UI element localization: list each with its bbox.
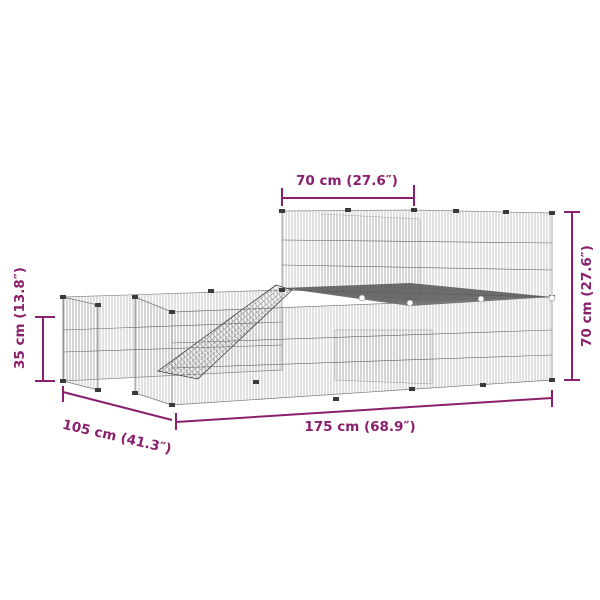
- depth-label: 105 cm (41.3″): [61, 417, 173, 458]
- deck-clips: [358, 294, 556, 307]
- front-left-panel: [134, 296, 173, 406]
- left-door-panel: [62, 296, 99, 391]
- top-width-label: 70 cm (27.6″): [296, 173, 398, 189]
- depth-line: [62, 391, 173, 421]
- length-line: [175, 397, 553, 423]
- connector-posts: [60, 208, 555, 407]
- cage: [60, 208, 556, 407]
- right-height-label: 70 cm (27.6″): [579, 245, 595, 347]
- dimension-lines: [35, 185, 580, 430]
- front-panel: [171, 296, 553, 406]
- length-label: 175 cm (68.9″): [304, 419, 415, 435]
- horizontal-wires: [62, 239, 553, 369]
- left-height-label: 35 cm (13.8″): [12, 267, 28, 369]
